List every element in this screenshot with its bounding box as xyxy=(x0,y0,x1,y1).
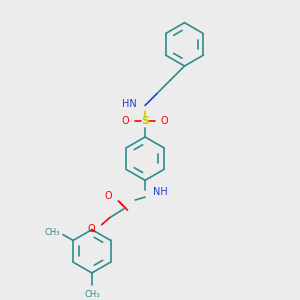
Text: O: O xyxy=(87,224,95,234)
Text: HN: HN xyxy=(122,100,137,110)
Text: NH: NH xyxy=(153,187,168,197)
Text: O: O xyxy=(122,116,129,126)
Text: O: O xyxy=(105,191,112,201)
Text: CH₃: CH₃ xyxy=(44,228,60,237)
Text: O: O xyxy=(161,116,169,126)
Text: S: S xyxy=(141,116,149,126)
Text: CH₃: CH₃ xyxy=(84,290,100,299)
